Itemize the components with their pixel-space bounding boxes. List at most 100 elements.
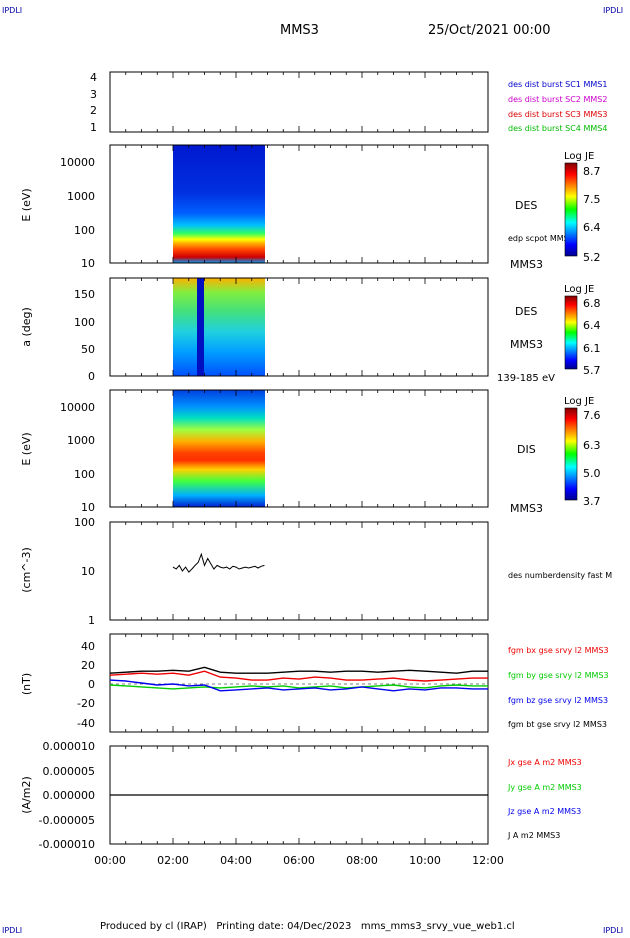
footer-credit: Produced by cl (IRAP) Printing date: 04/… (100, 921, 515, 932)
plot-title: MMS3 (280, 23, 319, 38)
tick-label: 1000 (67, 434, 95, 447)
colorbar-title: Log JE (564, 284, 594, 295)
colorbar-title: Log JE (564, 396, 594, 407)
tick-label: 10 (81, 565, 95, 578)
pitch-angle-spectrogram (173, 278, 265, 376)
tick-label: -0.000005 (39, 814, 95, 827)
tick-label: 0.000000 (43, 789, 96, 802)
panel-dis-energy: E (eV) 10000 1000 100 10 DIS MMS3 Log JE… (20, 389, 601, 515)
x-tick-label: 10:00 (409, 854, 441, 867)
tick-label: 20 (81, 659, 95, 672)
colorbar-tick: 6.3 (583, 439, 601, 452)
tick-label: -20 (77, 697, 95, 710)
panel-current: (A/m2) 0.000010 0.000005 0.000000 -0.000… (20, 740, 582, 851)
tick-label: 10 (81, 501, 95, 514)
colorbar (564, 162, 578, 257)
axis-label-y: (A/m2) (20, 776, 33, 814)
tick-label: 0 (88, 370, 95, 383)
panel-des-energy: E (eV) 10000 1000 100 10 DES edp scpot M… (20, 144, 601, 271)
colorbar-tick: 3.7 (583, 495, 601, 508)
legend-jy: Jy gse A m2 MMS3 (507, 783, 582, 792)
series-label: des numberdensity fast M (508, 571, 612, 580)
legend-sc2: des dist burst SC2 MMS2 (508, 95, 607, 104)
des-energy-spectrogram (173, 145, 265, 263)
colorbar-tick: 5.7 (583, 364, 601, 377)
panel-bfield: (nT) 40 20 0 -20 -40 fgm bx gse srvy l2 … (20, 633, 609, 733)
tick-label: 100 (74, 316, 95, 329)
tick-label: 4 (90, 71, 97, 84)
colorbar-tick: 7.6 (583, 409, 601, 422)
tick-label: 2 (90, 104, 97, 117)
legend-j: J A m2 MMS3 (507, 831, 560, 840)
colorbar-tick: 7.5 (583, 193, 601, 206)
panel-bfield-frame (109, 633, 489, 733)
spacecraft-label: MMS3 (510, 502, 543, 515)
tick-label: -40 (77, 717, 95, 730)
legend-bz: fgm bz gse srvy l2 MMS3 (508, 696, 608, 705)
panel-density: (cm^-3) 100 10 1 des numberdensity fast … (20, 516, 612, 627)
pitch-angle-dark-stripe (197, 278, 204, 376)
tick-label: 1000 (67, 190, 95, 203)
tick-label: 100 (74, 468, 95, 481)
colorbar-tick: 6.4 (583, 319, 601, 332)
tick-label: 0.000005 (43, 765, 96, 778)
side-label: DIS (517, 443, 536, 456)
tick-label: 0 (88, 678, 95, 691)
panel-burst-yticks: 4 3 2 1 (90, 71, 97, 134)
colorbar-tick: 8.7 (583, 165, 601, 178)
tick-label: 3 (90, 88, 97, 101)
corner-label-top-left: IPDLI (2, 6, 22, 15)
bfield-series-line-bt (109, 666, 488, 674)
panel-burst-frame (109, 71, 489, 133)
tick-marks (109, 72, 489, 844)
bfield-series-line-bz (109, 679, 488, 692)
axis-label-y: (nT) (20, 673, 33, 695)
tick-label: 0.000010 (43, 740, 96, 753)
corner-label-top-right: IPDLI (603, 6, 623, 15)
colorbar-tick: 6.1 (583, 342, 601, 355)
plot-date: 25/Oct/2021 00:00 (428, 23, 550, 38)
side-label: DES (515, 199, 537, 212)
tick-label: 100 (74, 516, 95, 529)
tick-label: 150 (74, 288, 95, 301)
bfield-series-line-bx (109, 670, 488, 682)
legend-jx: Jx gse A m2 MMS3 (507, 758, 582, 767)
density-series-line (172, 552, 265, 573)
colorbar-title: Log JE (564, 151, 594, 162)
tick-label: 10000 (60, 401, 95, 414)
dis-energy-spectrogram (173, 390, 265, 507)
corner-label-bottom-left: IPDLI (2, 926, 22, 934)
tick-label: 50 (81, 343, 95, 356)
axis-label-y: (cm^-3) (20, 547, 33, 593)
panel-density-frame (109, 521, 489, 621)
side-label: DES (515, 305, 537, 318)
panel-dis-energy-frame (109, 389, 489, 508)
x-tick-label: 02:00 (157, 854, 189, 867)
colorbar-tick: 5.0 (583, 467, 601, 480)
legend-sc1: des dist burst SC1 MMS1 (508, 80, 607, 89)
panel-pitch-angle-frame (109, 277, 489, 377)
panel-pitch-angle: a (deg) 150 100 50 0 DES MMS3 139-185 eV… (20, 277, 601, 384)
legend-sc4: des dist burst SC4 MMS4 (508, 124, 607, 133)
tick-label: 1 (88, 614, 95, 627)
colorbar-tick: 6.8 (583, 297, 601, 310)
corner-label-bottom-right: IPDLI (603, 926, 623, 934)
bfield-series-line-by (109, 684, 488, 690)
extra-label: edp scpot MMS3 (508, 234, 574, 243)
tick-label: 40 (81, 640, 95, 653)
axis-label-y: a (deg) (20, 307, 33, 347)
legend-bt: fgm bt gse srvy l2 MMS3 (508, 720, 607, 729)
colorbar-tick: 6.4 (583, 221, 601, 234)
legend-sc3: des dist burst SC3 MMS3 (508, 110, 607, 119)
x-tick-label: 00:00 (94, 854, 126, 867)
x-tick-label: 04:00 (220, 854, 252, 867)
energy-range-label: 139-185 eV (497, 373, 555, 384)
x-tick-label: 08:00 (346, 854, 378, 867)
tick-label: 100 (74, 224, 95, 237)
x-tick-label: 12:00 (472, 854, 504, 867)
colorbar (564, 295, 578, 370)
x-tick-label: 06:00 (283, 854, 315, 867)
tick-label: -0.000010 (39, 838, 95, 851)
x-axis: 00:00 02:00 04:00 06:00 08:00 10:00 12:00 (94, 854, 504, 867)
axis-label-y: E (eV) (20, 432, 33, 465)
